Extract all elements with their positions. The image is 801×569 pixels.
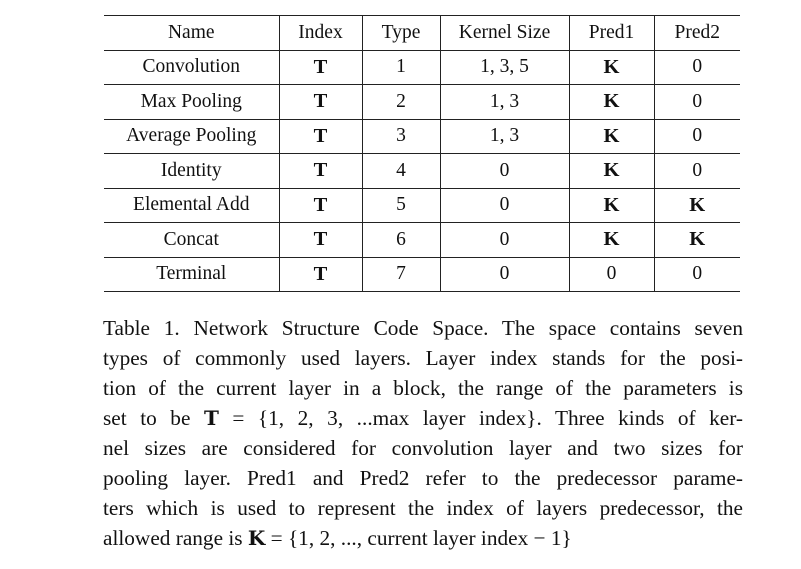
table-row: Terminal T 7 0 0 0 <box>104 257 740 292</box>
cell-type: 4 <box>361 153 440 189</box>
header-type: Type <box>361 15 440 51</box>
cell-name: Identity <box>104 153 279 189</box>
caption-line: ters which is used to represent the inde… <box>103 496 743 520</box>
table-row: Concat T 6 0 K K <box>104 222 740 258</box>
cell-index: T <box>278 188 362 223</box>
caption-math-k: K <box>247 526 266 550</box>
cell-index: T <box>278 222 362 258</box>
cell-name: Convolution <box>104 50 279 85</box>
cell-index: T <box>278 257 362 292</box>
header-name: Name <box>104 15 279 51</box>
cell-name: Elemental Add <box>104 188 279 223</box>
cell-pred1: 0 <box>568 257 654 292</box>
cell-type: 1 <box>361 50 440 85</box>
cell-pred2: 0 <box>653 84 740 120</box>
cell-pred1: K <box>568 50 654 85</box>
cell-pred1: K <box>568 188 654 223</box>
table-row: Identity T 4 0 K 0 <box>104 153 740 189</box>
cell-type: 2 <box>361 84 440 120</box>
cell-type: 7 <box>361 257 440 292</box>
caption-line: Table 1. Network Structure Code Space. T… <box>103 316 743 340</box>
caption-line: types of commonly used layers. Layer ind… <box>103 346 743 370</box>
cell-kernel-size: 0 <box>439 222 569 258</box>
caption-math-t: T <box>203 406 219 430</box>
cell-name: Average Pooling <box>104 119 279 154</box>
cell-pred1: K <box>568 153 654 189</box>
cell-kernel-size: 0 <box>439 188 569 223</box>
cell-index: T <box>278 50 362 85</box>
caption-text: = {1, 2, 3, ...max layer index}. Three k… <box>218 406 743 430</box>
cell-pred2: 0 <box>653 153 740 189</box>
cell-index: T <box>278 119 362 154</box>
header-kernel-size: Kernel Size <box>439 15 569 51</box>
cell-index: T <box>278 153 362 189</box>
cell-pred1: K <box>568 84 654 120</box>
caption-line: nel sizes are considered for convolution… <box>103 436 743 460</box>
cell-pred2: 0 <box>653 257 740 292</box>
cell-name: Terminal <box>104 257 279 292</box>
cell-pred2: K <box>653 188 740 223</box>
cell-kernel-size: 0 <box>439 257 569 292</box>
cell-kernel-size: 1, 3 <box>439 84 569 120</box>
header-index: Index <box>278 15 362 51</box>
table-row: Convolution T 1 1, 3, 5 K 0 <box>104 50 740 85</box>
caption-text: = {1, 2, ..., current layer index − 1} <box>265 526 572 550</box>
cell-pred1: K <box>568 222 654 258</box>
cell-pred1: K <box>568 119 654 154</box>
cell-type: 6 <box>361 222 440 258</box>
cell-pred2: 0 <box>653 50 740 85</box>
structure-code-table-container: Name Index Type Kernel Size Pred1 Pred2 … <box>104 15 740 292</box>
cell-pred2: K <box>653 222 740 258</box>
table-row: Max Pooling T 2 1, 3 K 0 <box>104 84 740 120</box>
header-pred1: Pred1 <box>568 15 654 51</box>
caption-line: allowed range is K = {1, 2, ..., current… <box>103 523 743 553</box>
structure-code-table: Name Index Type Kernel Size Pred1 Pred2 … <box>104 15 740 292</box>
caption-line: set to be T = {1, 2, 3, ...max layer ind… <box>103 403 743 433</box>
cell-name: Concat <box>104 222 279 258</box>
caption-line: pooling layer. Pred1 and Pred2 refer to … <box>103 466 743 490</box>
caption-line: tion of the current layer in a block, th… <box>103 376 743 400</box>
caption-text: allowed range is <box>103 526 243 550</box>
cell-kernel-size: 0 <box>439 153 569 189</box>
cell-type: 3 <box>361 119 440 154</box>
table-row: Average Pooling T 3 1, 3 K 0 <box>104 119 740 154</box>
cell-kernel-size: 1, 3, 5 <box>439 50 569 85</box>
table-row: Elemental Add T 5 0 K K <box>104 188 740 223</box>
caption-text: set to be <box>103 406 191 430</box>
cell-kernel-size: 1, 3 <box>439 119 569 154</box>
cell-type: 5 <box>361 188 440 223</box>
cell-index: T <box>278 84 362 120</box>
header-pred2: Pred2 <box>653 15 740 51</box>
table-caption: Table 1. Network Structure Code Space. T… <box>103 313 743 553</box>
cell-name: Max Pooling <box>104 84 279 120</box>
cell-pred2: 0 <box>653 119 740 154</box>
table-header-row: Name Index Type Kernel Size Pred1 Pred2 <box>104 15 740 51</box>
